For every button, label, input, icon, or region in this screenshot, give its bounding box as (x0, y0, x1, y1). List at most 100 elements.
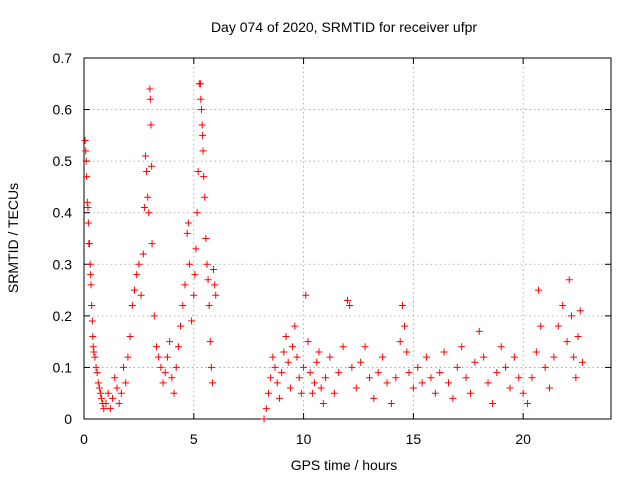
data-point (81, 137, 89, 145)
data-point (550, 353, 558, 361)
data-point (537, 322, 545, 330)
data-point (152, 343, 160, 351)
data-point (348, 363, 356, 371)
y-axis-label: SRMTID / TECUs (5, 183, 21, 293)
data-point (163, 353, 171, 361)
data-point (297, 389, 305, 397)
y-tick-labels: 0 0.1 0.2 0.3 0.4 0.5 0.6 0.7 (53, 50, 73, 427)
data-point (387, 400, 395, 408)
data-point (308, 389, 316, 397)
data-point (148, 240, 156, 248)
chart-title: Day 074 of 2020, SRMTID for receiver ufp… (211, 19, 477, 35)
data-point (374, 369, 382, 377)
data-point (197, 106, 205, 114)
data-point (532, 348, 540, 356)
data-point (120, 363, 128, 371)
data-point (185, 260, 193, 268)
data-point (133, 271, 141, 279)
data-point (203, 260, 211, 268)
data-point (427, 374, 435, 382)
data-point (177, 322, 185, 330)
data-point (172, 363, 180, 371)
data-point (291, 322, 299, 330)
data-point (206, 338, 214, 346)
data-point (401, 322, 409, 330)
data-point (515, 374, 523, 382)
data-point (405, 369, 413, 377)
data-point (117, 389, 125, 397)
x-tick-label: 10 (296, 431, 312, 447)
data-point (506, 384, 514, 392)
data-point (204, 276, 212, 284)
data-point (82, 157, 90, 165)
data-point (104, 389, 112, 397)
x-tick-labels: 0 5 10 15 20 (80, 431, 531, 447)
data-point (82, 147, 90, 155)
y-tick-label: 0.7 (53, 50, 73, 66)
data-point (94, 379, 102, 387)
data-point (260, 415, 268, 423)
data-point (563, 338, 571, 346)
data-point (124, 353, 132, 361)
data-point (306, 369, 314, 377)
data-point (471, 358, 479, 366)
x-tick-label: 15 (406, 431, 422, 447)
data-point (370, 394, 378, 402)
data-point (567, 312, 575, 320)
data-point (193, 209, 201, 217)
data-point (445, 379, 453, 387)
data-point (122, 379, 130, 387)
x-tick-label: 5 (190, 431, 198, 447)
y-tick-label: 0.3 (53, 256, 73, 272)
data-point (524, 400, 532, 408)
data-point (449, 394, 457, 402)
grid (84, 58, 611, 419)
data-point (210, 265, 218, 273)
data-point (106, 405, 114, 413)
x-tick-label: 0 (80, 431, 88, 447)
data-point (96, 389, 104, 397)
data-point (88, 302, 96, 310)
data-point (502, 363, 510, 371)
data-point (295, 374, 303, 382)
data-point (519, 389, 527, 397)
data-point (383, 379, 391, 387)
data-point (91, 353, 99, 361)
data-point (322, 374, 330, 382)
data-point (304, 338, 312, 346)
plot-frame (83, 57, 612, 420)
data-point (414, 363, 422, 371)
data-point (98, 394, 106, 402)
data-point (147, 121, 155, 129)
data-point (191, 271, 199, 279)
data-point (497, 343, 505, 351)
data-point (379, 353, 387, 361)
data-point (161, 369, 169, 377)
data-point (92, 363, 100, 371)
data-point (87, 271, 95, 279)
y-tick-label: 0.4 (53, 205, 73, 221)
data-point (146, 95, 154, 103)
data-point (300, 363, 308, 371)
data-point (88, 317, 96, 325)
data-point (155, 353, 163, 361)
data-point (196, 80, 204, 88)
data-point (535, 286, 543, 294)
data-point (315, 348, 323, 356)
data-point (190, 291, 198, 299)
data-point (466, 389, 474, 397)
data-point (84, 204, 92, 212)
data-point (181, 281, 189, 289)
data-point (137, 291, 145, 299)
data-point (139, 250, 147, 258)
data-point (145, 209, 153, 217)
data-point (85, 240, 93, 248)
data-point (510, 353, 518, 361)
data-point (179, 302, 187, 310)
data-point (330, 389, 338, 397)
data-point (102, 400, 110, 408)
data-point (541, 363, 549, 371)
data-point (418, 379, 426, 387)
data-point (194, 167, 202, 175)
